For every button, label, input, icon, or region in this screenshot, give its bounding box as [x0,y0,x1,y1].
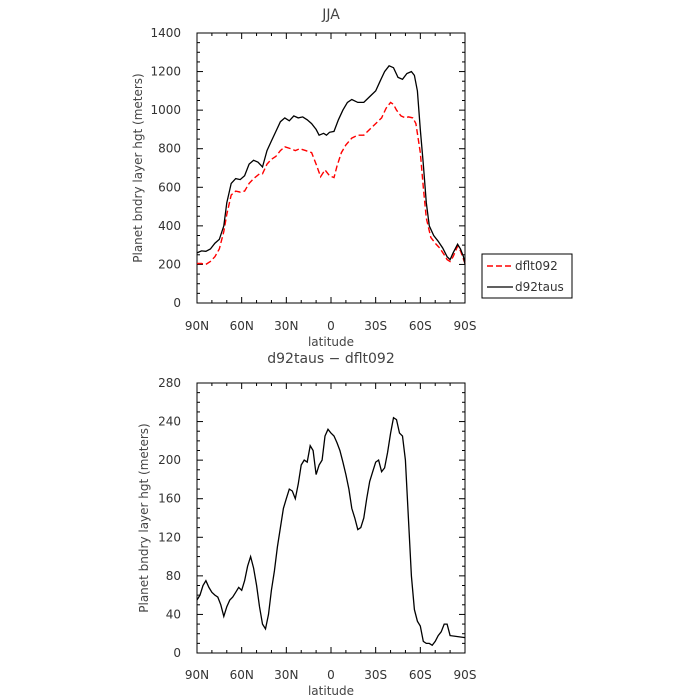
bottom-y-tick-label: 200 [158,453,181,467]
bottom-panel: d92taus − dflt092 0 40 80 120 160 200 24… [137,351,476,698]
top-x-tick-label: 60S [409,319,432,333]
legend-box [481,253,573,299]
bottom-x-tick-label: 30S [364,668,387,682]
top-y-tick-label: 800 [158,142,181,156]
top-x-tick-label: 30S [364,319,387,333]
top-plot-frame [196,32,466,304]
series-line-difference [196,416,466,647]
bottom-plot-frame [196,382,466,654]
bottom-y-axis-label: Planet bndry layer hgt (meters) [137,423,151,613]
top-y-tick-label: 1000 [150,103,181,117]
bottom-y-tick-label: 120 [158,530,181,544]
bottom-axis-ticks [196,382,466,654]
bottom-x-axis-label: latitude [308,684,354,698]
bottom-y-tick-label: 80 [166,569,181,583]
top-x-tick-label: 90N [185,319,209,333]
bottom-x-tick-label: 60S [409,668,432,682]
bottom-x-tick-label: 90S [454,668,477,682]
bottom-y-tick-label: 240 [158,415,181,429]
top-x-tick-label: 30N [274,319,298,333]
top-y-tick-label: 400 [158,219,181,233]
bottom-x-tick-label: 30N [274,668,298,682]
bottom-x-tick-label: 60N [230,668,254,682]
bottom-chart-title: d92taus − dflt092 [267,351,394,367]
top-panel: JJA 0 200 400 600 800 1000 1200 1400 90N… [131,7,573,349]
bottom-x-tick-label: 90N [185,668,209,682]
bottom-y-tick-label: 40 [166,607,181,621]
series-line-d92taus [196,65,466,265]
bottom-x-tick-label: 0 [327,668,335,682]
bottom-y-tick-label: 160 [158,492,181,506]
legend-label-dflt092: dflt092 [515,259,558,273]
top-x-axis-label: latitude [308,335,354,349]
bottom-y-tick-label: 0 [173,646,181,660]
top-chart-title: JJA [321,7,340,23]
bottom-y-tick-label: 280 [158,376,181,390]
top-y-tick-label: 1200 [150,65,181,79]
top-y-axis-label: Planet bndry layer hgt (meters) [131,73,145,263]
top-legend: dflt092 d92taus [481,253,573,299]
legend-label-d92taus: d92taus [515,280,564,294]
top-axis-ticks [196,32,466,304]
top-y-tick-label: 1400 [150,26,181,40]
top-x-tick-label: 90S [454,319,477,333]
top-x-tick-label: 0 [327,319,335,333]
top-x-tick-label: 60N [230,319,254,333]
top-y-tick-label: 200 [158,257,181,271]
top-y-tick-label: 600 [158,180,181,194]
series-line-dflt092 [197,101,466,266]
top-y-tick-label: 0 [173,296,181,310]
